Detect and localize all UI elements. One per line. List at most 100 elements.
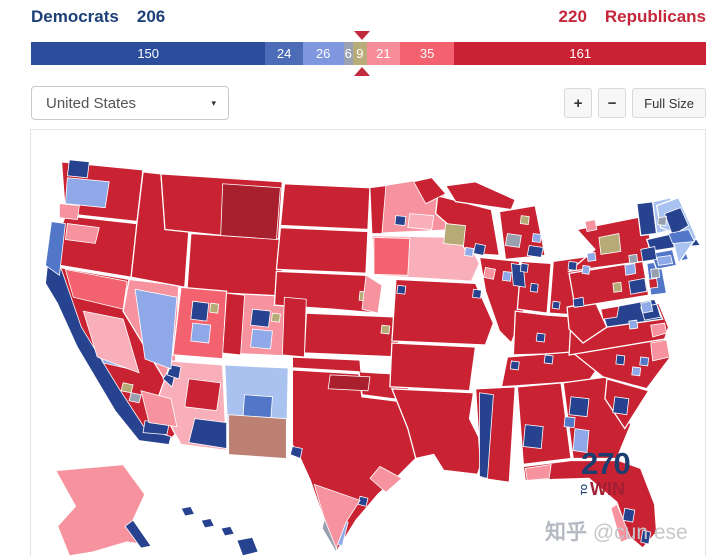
district-patch[interactable] [65,178,109,208]
state-ar[interactable] [390,343,476,391]
district-patch[interactable] [223,293,245,355]
district-patch[interactable] [483,267,495,279]
district-patch[interactable] [414,178,446,204]
zoom-out-button[interactable]: − [598,88,627,118]
district-patch[interactable] [601,306,619,319]
district-patch[interactable] [632,367,641,376]
district-patch[interactable] [641,246,657,261]
district-patch[interactable] [649,278,658,288]
full-size-button[interactable]: Full Size [632,88,706,118]
district-patch[interactable] [121,383,133,393]
district-patch[interactable] [658,217,667,226]
district-patch[interactable] [573,297,584,307]
state-mo[interactable] [392,279,494,345]
district-patch[interactable] [229,415,287,459]
district-patch[interactable] [669,230,695,244]
district-patch[interactable] [314,484,360,548]
district-patch[interactable] [191,323,211,343]
district-patch[interactable] [625,263,636,275]
district-patch[interactable] [640,357,649,366]
district-patch[interactable] [362,275,382,313]
district-patch[interactable] [536,333,545,342]
district-patch[interactable] [651,340,670,361]
district-patch[interactable] [45,265,170,444]
district-patch[interactable] [210,303,219,313]
district-patch[interactable] [502,271,511,281]
district-patch[interactable] [465,247,474,256]
district-patch[interactable] [530,283,538,292]
district-patch[interactable] [573,429,589,453]
district-patch[interactable] [370,186,386,234]
district-patch[interactable] [397,285,406,294]
district-patch[interactable] [641,530,651,544]
district-patch[interactable] [623,508,635,522]
district-patch[interactable] [129,393,141,403]
district-patch[interactable] [599,234,621,255]
district-patch[interactable] [611,504,631,542]
district-patch[interactable] [59,204,79,220]
district-patch[interactable] [271,313,280,322]
district-patch[interactable] [585,220,597,232]
district-patch[interactable] [135,289,177,369]
district-patch[interactable] [564,417,575,428]
state-mi-up[interactable] [446,182,516,210]
district-patch[interactable] [444,224,466,246]
district-patch[interactable] [67,160,89,178]
district-patch[interactable] [657,255,673,265]
district-patch[interactable] [282,297,306,357]
district-patch[interactable] [370,466,402,492]
district-patch[interactable] [395,216,406,226]
district-patch[interactable] [251,329,273,349]
district-patch[interactable] [185,379,221,411]
district-patch[interactable] [532,234,541,243]
us-house-districts-map[interactable] [31,130,705,556]
district-patch[interactable] [665,208,689,236]
district-patch[interactable] [479,393,493,479]
zoom-in-button[interactable]: + [564,88,593,118]
district-patch[interactable] [65,224,99,244]
district-patch[interactable] [381,325,390,334]
district-patch[interactable] [582,265,590,274]
district-patch[interactable] [505,234,521,248]
district-patch[interactable] [525,464,551,480]
district-patch[interactable] [189,419,227,449]
district-patch[interactable] [520,216,529,225]
district-patch[interactable] [65,269,127,309]
district-patch[interactable] [616,355,625,365]
state-hi[interactable] [181,506,259,556]
district-patch[interactable] [641,301,653,313]
district-patch[interactable] [544,355,553,364]
state-al[interactable] [517,383,571,465]
district-patch[interactable] [374,238,410,276]
district-patch[interactable] [651,268,660,278]
district-patch[interactable] [83,311,139,373]
state-ak[interactable] [55,464,151,556]
state-ks[interactable] [304,313,400,357]
district-patch[interactable] [613,282,622,292]
state-nd[interactable] [280,184,370,230]
district-patch[interactable] [191,301,209,321]
district-patch[interactable] [408,214,434,230]
district-patch[interactable] [613,397,629,415]
state-wy[interactable] [187,234,285,298]
district-patch[interactable] [651,323,667,337]
district-patches[interactable] [45,160,694,552]
district-patch[interactable] [125,520,151,548]
district-patch[interactable] [474,243,486,255]
district-patch[interactable] [629,278,647,294]
district-patch[interactable] [328,375,370,391]
district-patch[interactable] [552,301,560,309]
district-patch[interactable] [473,289,482,298]
district-patch[interactable] [290,447,302,459]
district-patch[interactable] [629,320,638,329]
district-patch[interactable] [251,309,271,327]
state-sd[interactable] [276,228,368,274]
district-patch[interactable] [569,397,589,417]
district-patch[interactable] [523,425,543,449]
district-patch[interactable] [527,245,543,257]
district-patch[interactable] [510,361,519,370]
district-patch[interactable] [141,391,177,427]
district-patch[interactable] [45,222,65,276]
region-select[interactable]: United States ▾ [31,86,229,120]
district-patch[interactable] [629,254,638,263]
